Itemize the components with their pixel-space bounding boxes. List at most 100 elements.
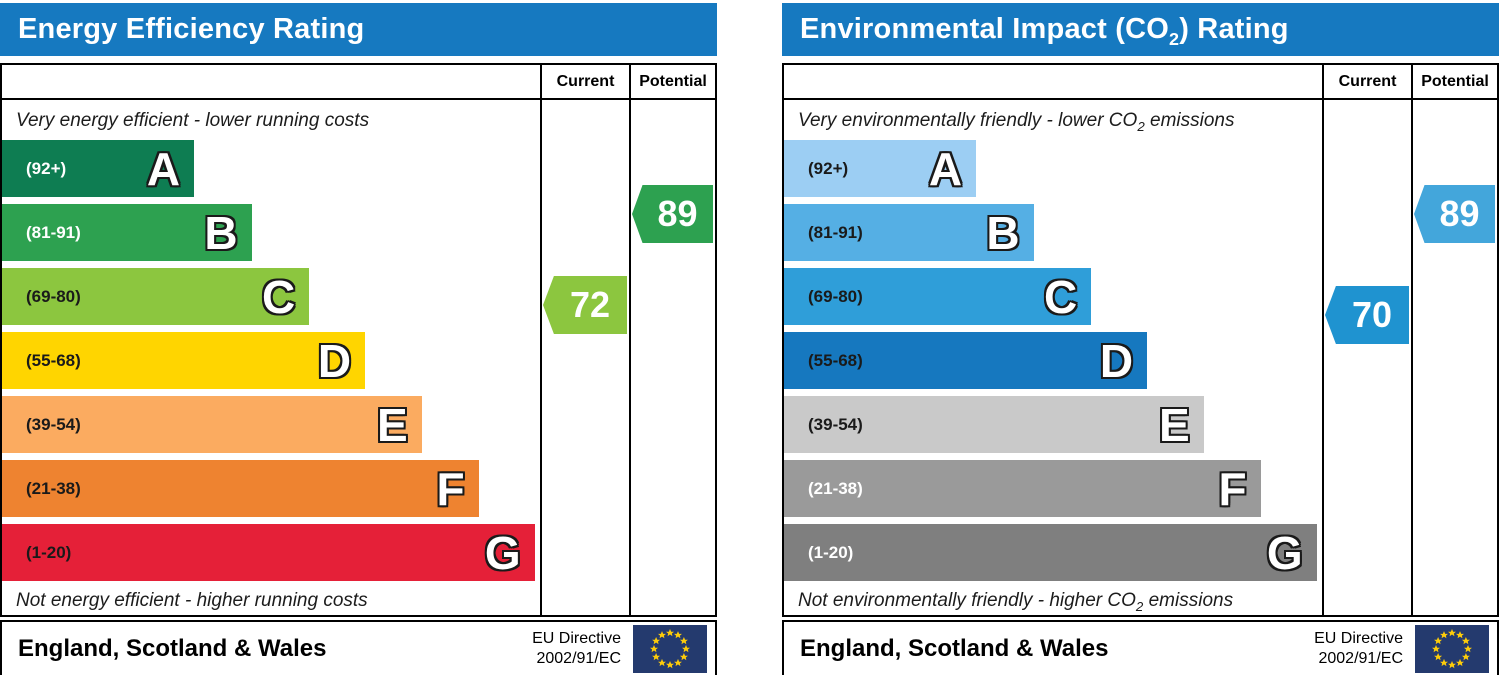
current-arrow: 72 xyxy=(543,276,627,334)
rating-table: Current Potential Very energy efficient … xyxy=(0,63,717,617)
potential-arrow: 89 xyxy=(1414,185,1495,243)
bands: (92+) A (81-91) B (69-80) C (55-68) D (39-54) E (2… xyxy=(784,140,1322,581)
region-label: England, Scotland & Wales xyxy=(18,635,327,662)
current-column-header: Current xyxy=(540,65,629,98)
page-title: Energy Efficiency Rating xyxy=(0,3,717,56)
potential-value: 89 xyxy=(1439,193,1480,234)
eu-directive-line2: 2002/91/EC xyxy=(536,650,621,667)
current-value: 72 xyxy=(569,284,611,325)
potential-column-header: Potential xyxy=(629,65,715,98)
band-G: (1-20) G xyxy=(784,524,1317,581)
band-letter: A xyxy=(146,142,181,195)
table-header-row: Current Potential xyxy=(2,65,715,100)
band-F: (21-38) F xyxy=(784,460,1261,517)
band-range-label: (1-20) xyxy=(26,542,72,562)
chart-column-header xyxy=(2,65,540,98)
eu-flag-icon xyxy=(1415,625,1489,673)
potential-column: 89 xyxy=(1411,100,1497,615)
band-range-label: (39-54) xyxy=(26,414,81,434)
band-range-label: (1-20) xyxy=(808,542,854,562)
band-letter: E xyxy=(1158,398,1190,451)
band-A: (92+) A xyxy=(784,140,977,197)
panel-title-subscript: 2 xyxy=(1168,28,1180,49)
top-note-text: Very energy efficient - lower running co… xyxy=(16,110,370,131)
top-note: Very energy efficient - lower running co… xyxy=(2,108,540,136)
band-range-label: (81-91) xyxy=(808,222,863,242)
current-value: 70 xyxy=(1351,294,1393,335)
current-column: 72 xyxy=(540,100,629,615)
current-column: 70 xyxy=(1322,100,1411,615)
potential-column-header: Potential xyxy=(1411,65,1497,98)
bottom-note-suffix: emissions xyxy=(1143,590,1234,611)
top-note-suffix: emissions xyxy=(1144,110,1235,131)
eu-directive-label: EU Directive 2002/91/EC xyxy=(1314,629,1403,669)
eu-directive-line1: EU Directive xyxy=(532,630,621,647)
bottom-note: Not energy efficient - higher running co… xyxy=(2,588,540,615)
band-range-label: (21-38) xyxy=(808,478,863,498)
band-letter: E xyxy=(376,398,408,451)
band-range-label: (69-80) xyxy=(808,286,863,306)
band-range-label: (81-91) xyxy=(26,222,81,242)
potential-column: 89 xyxy=(629,100,715,615)
table-header-row: Current Potential xyxy=(784,65,1497,100)
page-title: Environmental Impact (CO2) Rating xyxy=(782,3,1499,56)
band-range-label: (55-68) xyxy=(808,350,863,370)
potential-arrow: 89 xyxy=(632,185,713,243)
bottom-note: Not environmentally friendly - higher CO… xyxy=(784,588,1322,615)
band-range-label: (92+) xyxy=(808,158,849,178)
rating-table: Current Potential Very environmentally f… xyxy=(782,63,1499,617)
bottom-note-subscript: 2 xyxy=(1135,598,1144,614)
panel-environmental-impact: Environmental Impact (CO2) Rating Curren… xyxy=(782,3,1499,675)
band-B: (81-91) B xyxy=(784,204,1034,261)
eu-directive-label: EU Directive 2002/91/EC xyxy=(532,629,621,669)
region-label: England, Scotland & Wales xyxy=(800,635,1109,662)
band-range-label: (39-54) xyxy=(808,414,863,434)
eu-directive-line2: 2002/91/EC xyxy=(1318,650,1403,667)
bottom-note-text: Not energy efficient - higher running co… xyxy=(16,590,368,611)
current-arrow: 70 xyxy=(1325,286,1409,344)
potential-value: 89 xyxy=(657,193,698,234)
band-A: (92+) A xyxy=(2,140,195,197)
band-letter: G xyxy=(484,526,521,579)
table-body: Very environmentally friendly - lower CO… xyxy=(784,100,1497,615)
band-letter: D xyxy=(317,334,352,387)
band-letter: C xyxy=(1043,270,1078,323)
band-letter: G xyxy=(1266,526,1303,579)
band-B: (81-91) B xyxy=(2,204,252,261)
band-F: (21-38) F xyxy=(2,460,479,517)
table-body: Very energy efficient - lower running co… xyxy=(2,100,715,615)
band-range-label: (21-38) xyxy=(26,478,81,498)
panel-energy-efficiency: Energy Efficiency Rating Current Potenti… xyxy=(0,3,717,675)
band-C: (69-80) C xyxy=(2,268,310,325)
bands: (92+) A (81-91) B (69-80) C (55-68) D (39-54) E (2… xyxy=(2,140,540,581)
chart-area: Very energy efficient - lower running co… xyxy=(2,100,540,615)
panel-title-suffix: ) Rating xyxy=(1179,13,1289,45)
band-range-label: (55-68) xyxy=(26,350,81,370)
band-range-label: (92+) xyxy=(26,158,67,178)
band-D: (55-68) D xyxy=(2,332,366,389)
band-E: (39-54) E xyxy=(2,396,422,453)
panel-title-text: Energy Efficiency Rating xyxy=(18,13,365,45)
chart-column-header xyxy=(784,65,1322,98)
band-G: (1-20) G xyxy=(2,524,535,581)
band-D: (55-68) D xyxy=(784,332,1148,389)
top-note-text: Very environmentally friendly - lower CO xyxy=(798,110,1138,131)
panel-footer: England, Scotland & Wales EU Directive 20… xyxy=(0,620,717,675)
current-column-header: Current xyxy=(1322,65,1411,98)
eu-flag-icon xyxy=(633,625,707,673)
panel-footer: England, Scotland & Wales EU Directive 20… xyxy=(782,620,1499,675)
band-letter: A xyxy=(928,142,963,195)
band-letter: C xyxy=(261,270,296,323)
band-letter: F xyxy=(436,462,465,515)
band-E: (39-54) E xyxy=(784,396,1204,453)
band-letter: F xyxy=(1218,462,1247,515)
top-note-subscript: 2 xyxy=(1137,118,1145,134)
band-letter: D xyxy=(1099,334,1134,387)
panel-title-text: Environmental Impact (CO xyxy=(800,13,1169,45)
bottom-note-text: Not environmentally friendly - higher CO xyxy=(798,590,1136,611)
band-letter: B xyxy=(986,206,1020,259)
band-C: (69-80) C xyxy=(784,268,1092,325)
chart-area: Very environmentally friendly - lower CO… xyxy=(784,100,1322,615)
band-range-label: (69-80) xyxy=(26,286,81,306)
